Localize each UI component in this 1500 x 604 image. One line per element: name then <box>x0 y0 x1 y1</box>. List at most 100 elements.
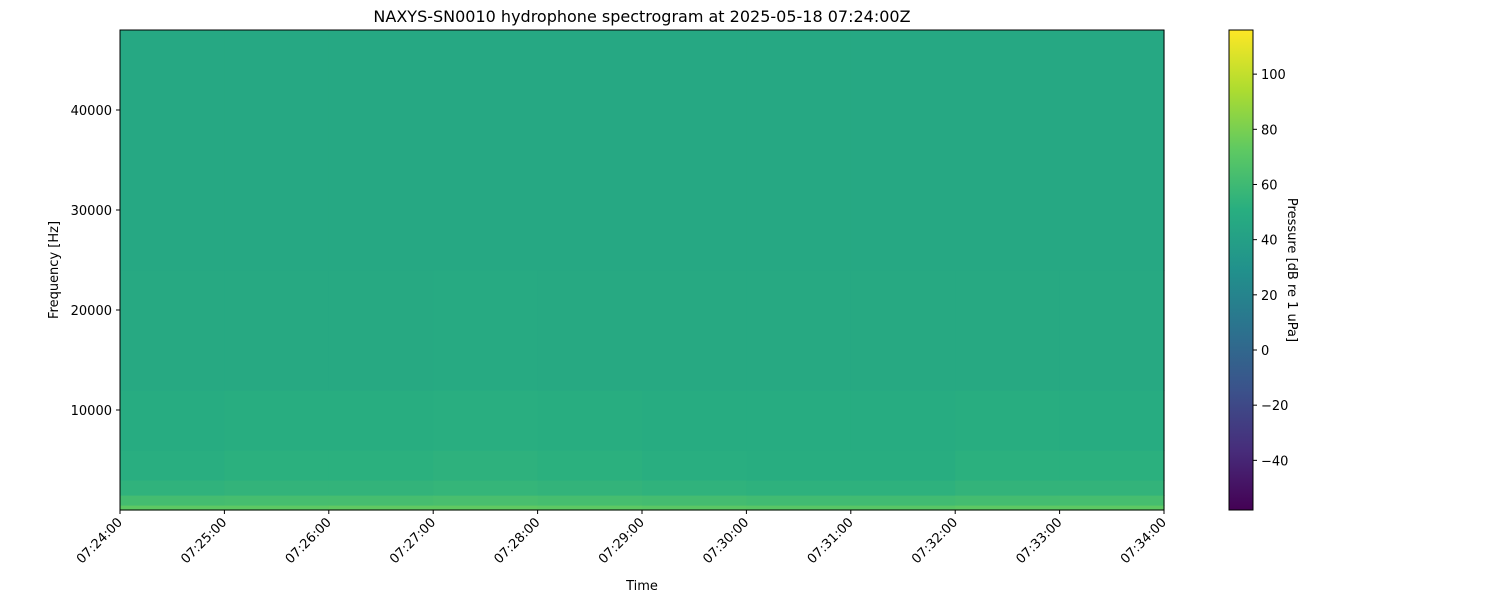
x-tick-label: 07:33:00 <box>1014 515 1066 567</box>
heatmap-cell <box>1059 30 1165 271</box>
colorbar <box>1228 29 1254 511</box>
heatmap-cell <box>433 505 539 511</box>
y-tick-label: 40000 <box>71 104 112 119</box>
x-tick-label: 07:24:00 <box>74 515 126 567</box>
heatmap-cell <box>850 390 956 451</box>
heatmap-cell <box>537 505 643 511</box>
heatmap-cell <box>120 270 225 391</box>
heatmap-cell <box>537 480 643 496</box>
heatmap-cell <box>433 390 539 451</box>
heatmap-cell <box>120 495 225 506</box>
y-tick-label: 20000 <box>71 304 112 319</box>
heatmap-cell <box>224 450 330 481</box>
heatmap-cell <box>850 505 956 511</box>
x-tick-label: 07:28:00 <box>492 515 544 567</box>
y-tick-label: 30000 <box>71 204 112 219</box>
heatmap-cell <box>746 30 852 271</box>
heatmap-cell <box>1059 390 1165 451</box>
heatmap-cell <box>850 30 956 271</box>
colorbar-tick-label: −20 <box>1261 399 1288 414</box>
heatmap-cell <box>328 450 434 481</box>
colorbar-tick-label: 0 <box>1261 344 1269 359</box>
heatmap-cell <box>1059 495 1165 506</box>
colorbar-tick-label: 60 <box>1261 178 1278 193</box>
heatmap-cell <box>850 450 956 481</box>
heatmap-cell <box>433 450 539 481</box>
heatmap-cell <box>746 480 852 496</box>
heatmap-cell <box>120 505 225 511</box>
heatmap-cell <box>224 505 330 511</box>
x-tick-label: 07:34:00 <box>1118 515 1170 567</box>
x-axis-ticks: 07:24:00 07:25:00 07:26:00 07:27:00 07:28:00… <box>74 510 1170 567</box>
y-tick-label: 10000 <box>71 404 112 419</box>
colorbar-tick-label: 40 <box>1261 234 1278 249</box>
heatmap-cell <box>537 495 643 506</box>
heatmap-cell <box>224 30 330 271</box>
heatmap-cell <box>850 270 956 391</box>
heatmap-cell <box>120 450 225 481</box>
x-axis-label: Time <box>625 579 658 594</box>
heatmap-cell <box>224 270 330 391</box>
y-axis-ticks: 10000 20000 30000 40000 <box>71 104 120 419</box>
heatmap-cell <box>537 450 643 481</box>
heatmap-cell <box>328 30 434 271</box>
heatmap-cell <box>328 480 434 496</box>
heatmap-cell <box>955 270 1061 391</box>
heatmap-cell <box>850 480 956 496</box>
heatmap-cell <box>120 480 225 496</box>
y-axis-label: Frequency [Hz] <box>47 221 62 319</box>
heatmap-cell <box>433 30 539 271</box>
heatmap-cell <box>746 505 852 511</box>
x-tick-label: 07:29:00 <box>596 515 648 567</box>
heatmap-cell <box>955 30 1061 271</box>
heatmap-cell <box>642 390 747 451</box>
heatmap-cell <box>642 450 747 481</box>
colorbar-tick-label: 20 <box>1261 289 1278 304</box>
heatmap-cell <box>328 495 434 506</box>
heatmap-cell <box>746 495 852 506</box>
heatmap-cell <box>746 270 852 391</box>
heatmap-cell <box>537 30 643 271</box>
colorbar-tick-label: 80 <box>1261 123 1278 138</box>
heatmap-cell <box>642 495 747 506</box>
colorbar-tick-label: −40 <box>1261 454 1288 469</box>
colorbar-tick-label: 100 <box>1261 68 1286 83</box>
x-tick-label: 07:26:00 <box>283 515 335 567</box>
heatmap-cell <box>955 390 1061 451</box>
heatmap-cell <box>955 495 1061 506</box>
heatmap-cell <box>328 505 434 511</box>
x-tick-label: 07:25:00 <box>178 515 230 567</box>
colorbar-label: Pressure [dB re 1 uPa] <box>1284 198 1299 342</box>
heatmap-cell <box>1059 450 1165 481</box>
heatmap-cell <box>746 390 852 451</box>
heatmap-cell <box>120 390 225 451</box>
heatmap-cell <box>224 390 330 451</box>
heatmap-cell <box>433 480 539 496</box>
heatmap-cell <box>328 270 434 391</box>
heatmap-cell <box>1059 270 1165 391</box>
heatmap-cell <box>955 450 1061 481</box>
heatmap-cell <box>642 30 747 271</box>
heatmap-cell <box>642 480 747 496</box>
heatmap-cell <box>537 270 643 391</box>
x-tick-label: 07:27:00 <box>387 515 439 567</box>
heatmap-cell <box>955 480 1061 496</box>
x-tick-label: 07:31:00 <box>805 515 857 567</box>
heatmap-cell <box>1059 480 1165 496</box>
heatmap-cell <box>955 505 1061 511</box>
heatmap-cell <box>224 495 330 506</box>
heatmap-cell <box>850 495 956 506</box>
heatmap-cell <box>1059 505 1165 511</box>
heatmap-cell <box>120 30 225 271</box>
heatmap-cell <box>433 270 539 391</box>
colorbar-ticks: −40 −20 0 20 40 60 80 100 <box>1253 68 1288 469</box>
chart-title: NAXYS-SN0010 hydrophone spectrogram at 2… <box>373 7 910 26</box>
heatmap-cell <box>433 495 539 506</box>
heatmap-cell <box>642 270 747 391</box>
heatmap-cell <box>224 480 330 496</box>
heatmap-cell <box>746 450 852 481</box>
x-tick-label: 07:30:00 <box>700 515 752 567</box>
heatmap-cell <box>537 390 643 451</box>
x-tick-label: 07:32:00 <box>909 515 961 567</box>
